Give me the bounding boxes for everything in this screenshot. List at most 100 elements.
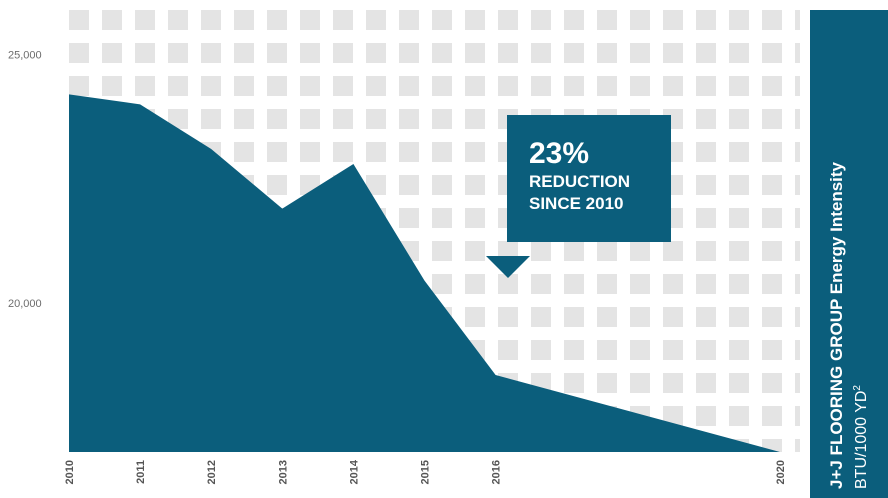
grid-cell bbox=[366, 10, 386, 30]
grid-cell bbox=[531, 307, 551, 327]
grid-cell bbox=[663, 10, 683, 30]
grid-cell bbox=[201, 109, 221, 129]
grid-cell bbox=[630, 241, 650, 261]
grid-cell bbox=[630, 274, 650, 294]
grid-cell bbox=[729, 208, 749, 228]
grid-cell bbox=[762, 373, 782, 393]
grid-cell bbox=[432, 274, 452, 294]
grid-cell bbox=[168, 10, 188, 30]
grid-cell bbox=[333, 76, 353, 96]
reduction-callout: 23% REDUCTION SINCE 2010 bbox=[507, 115, 671, 242]
grid-cell bbox=[795, 10, 800, 30]
grid-cell bbox=[795, 406, 800, 426]
callout-line-1: REDUCTION bbox=[529, 172, 631, 191]
grid-cell bbox=[267, 142, 287, 162]
grid-cell bbox=[663, 373, 683, 393]
grid-cell bbox=[399, 142, 419, 162]
callout-pointer bbox=[486, 256, 530, 278]
grid-cell bbox=[399, 76, 419, 96]
grid-cell bbox=[201, 10, 221, 30]
callout-percentage: 23% bbox=[529, 137, 590, 170]
grid-cell bbox=[168, 109, 188, 129]
grid-cell bbox=[729, 109, 749, 129]
grid-cell bbox=[300, 76, 320, 96]
grid-cell bbox=[333, 109, 353, 129]
grid-cell bbox=[399, 208, 419, 228]
grid-cell bbox=[762, 109, 782, 129]
grid-cell bbox=[333, 142, 353, 162]
grid-cell bbox=[663, 76, 683, 96]
grid-cell bbox=[102, 10, 122, 30]
grid-cell bbox=[663, 274, 683, 294]
grid-cell bbox=[762, 274, 782, 294]
grid-cell bbox=[432, 43, 452, 63]
grid-cell bbox=[564, 10, 584, 30]
grid-cell bbox=[762, 43, 782, 63]
grid-cell bbox=[234, 76, 254, 96]
x-tick-label: 2010 bbox=[64, 460, 76, 484]
grid-cell bbox=[795, 208, 800, 228]
grid-cell bbox=[366, 76, 386, 96]
x-tick-label: 2015 bbox=[420, 460, 432, 484]
side-title-panel: J+J FLOORING GROUP Energy Intensity BTU/… bbox=[810, 10, 888, 498]
grid-cell bbox=[729, 274, 749, 294]
grid-cell bbox=[465, 43, 485, 63]
grid-cell bbox=[432, 109, 452, 129]
grid-cell bbox=[696, 307, 716, 327]
grid-cell bbox=[432, 142, 452, 162]
grid-cell bbox=[762, 208, 782, 228]
grid-cell bbox=[366, 175, 386, 195]
x-tick-label: 2011 bbox=[135, 460, 147, 484]
grid-cell bbox=[762, 241, 782, 261]
grid-cell bbox=[795, 241, 800, 261]
grid-cell bbox=[300, 109, 320, 129]
grid-cell bbox=[729, 43, 749, 63]
grid-cell bbox=[465, 175, 485, 195]
grid-cell bbox=[795, 439, 800, 452]
grid-cell bbox=[465, 10, 485, 30]
grid-cell bbox=[696, 241, 716, 261]
grid-cell bbox=[696, 373, 716, 393]
grid-cell bbox=[762, 175, 782, 195]
grid-cell bbox=[597, 340, 617, 360]
grid-cell bbox=[795, 76, 800, 96]
grid-cell bbox=[597, 373, 617, 393]
grid-cell bbox=[762, 340, 782, 360]
grid-cell bbox=[465, 208, 485, 228]
grid-cell bbox=[696, 109, 716, 129]
grid-cell bbox=[795, 274, 800, 294]
grid-cell bbox=[498, 43, 518, 63]
grid-cell bbox=[795, 109, 800, 129]
grid-cell bbox=[168, 76, 188, 96]
grid-cell bbox=[432, 10, 452, 30]
grid-cell bbox=[696, 340, 716, 360]
x-tick-label: 2016 bbox=[491, 460, 503, 484]
grid-cell bbox=[300, 43, 320, 63]
grid-cell bbox=[597, 241, 617, 261]
grid-cell bbox=[630, 307, 650, 327]
grid-cell bbox=[795, 43, 800, 63]
grid-cell bbox=[498, 10, 518, 30]
grid-cell bbox=[564, 76, 584, 96]
grid-cell bbox=[531, 340, 551, 360]
grid-cell bbox=[729, 307, 749, 327]
grid-cell bbox=[597, 274, 617, 294]
grid-cell bbox=[432, 175, 452, 195]
x-tick-label: 2020 bbox=[775, 460, 787, 484]
grid-cell bbox=[300, 10, 320, 30]
grid-cell bbox=[267, 43, 287, 63]
grid-cell bbox=[102, 43, 122, 63]
grid-cell bbox=[399, 109, 419, 129]
grid-cell bbox=[564, 373, 584, 393]
grid-cell bbox=[366, 43, 386, 63]
area-series bbox=[69, 94, 780, 452]
grid-cell bbox=[564, 274, 584, 294]
grid-cell bbox=[465, 274, 485, 294]
grid-cell bbox=[531, 10, 551, 30]
grid-cell bbox=[729, 340, 749, 360]
grid-cell bbox=[564, 241, 584, 261]
grid-cell bbox=[234, 43, 254, 63]
units-text: BTU/1000 YD bbox=[853, 390, 871, 489]
grid-cell bbox=[597, 43, 617, 63]
